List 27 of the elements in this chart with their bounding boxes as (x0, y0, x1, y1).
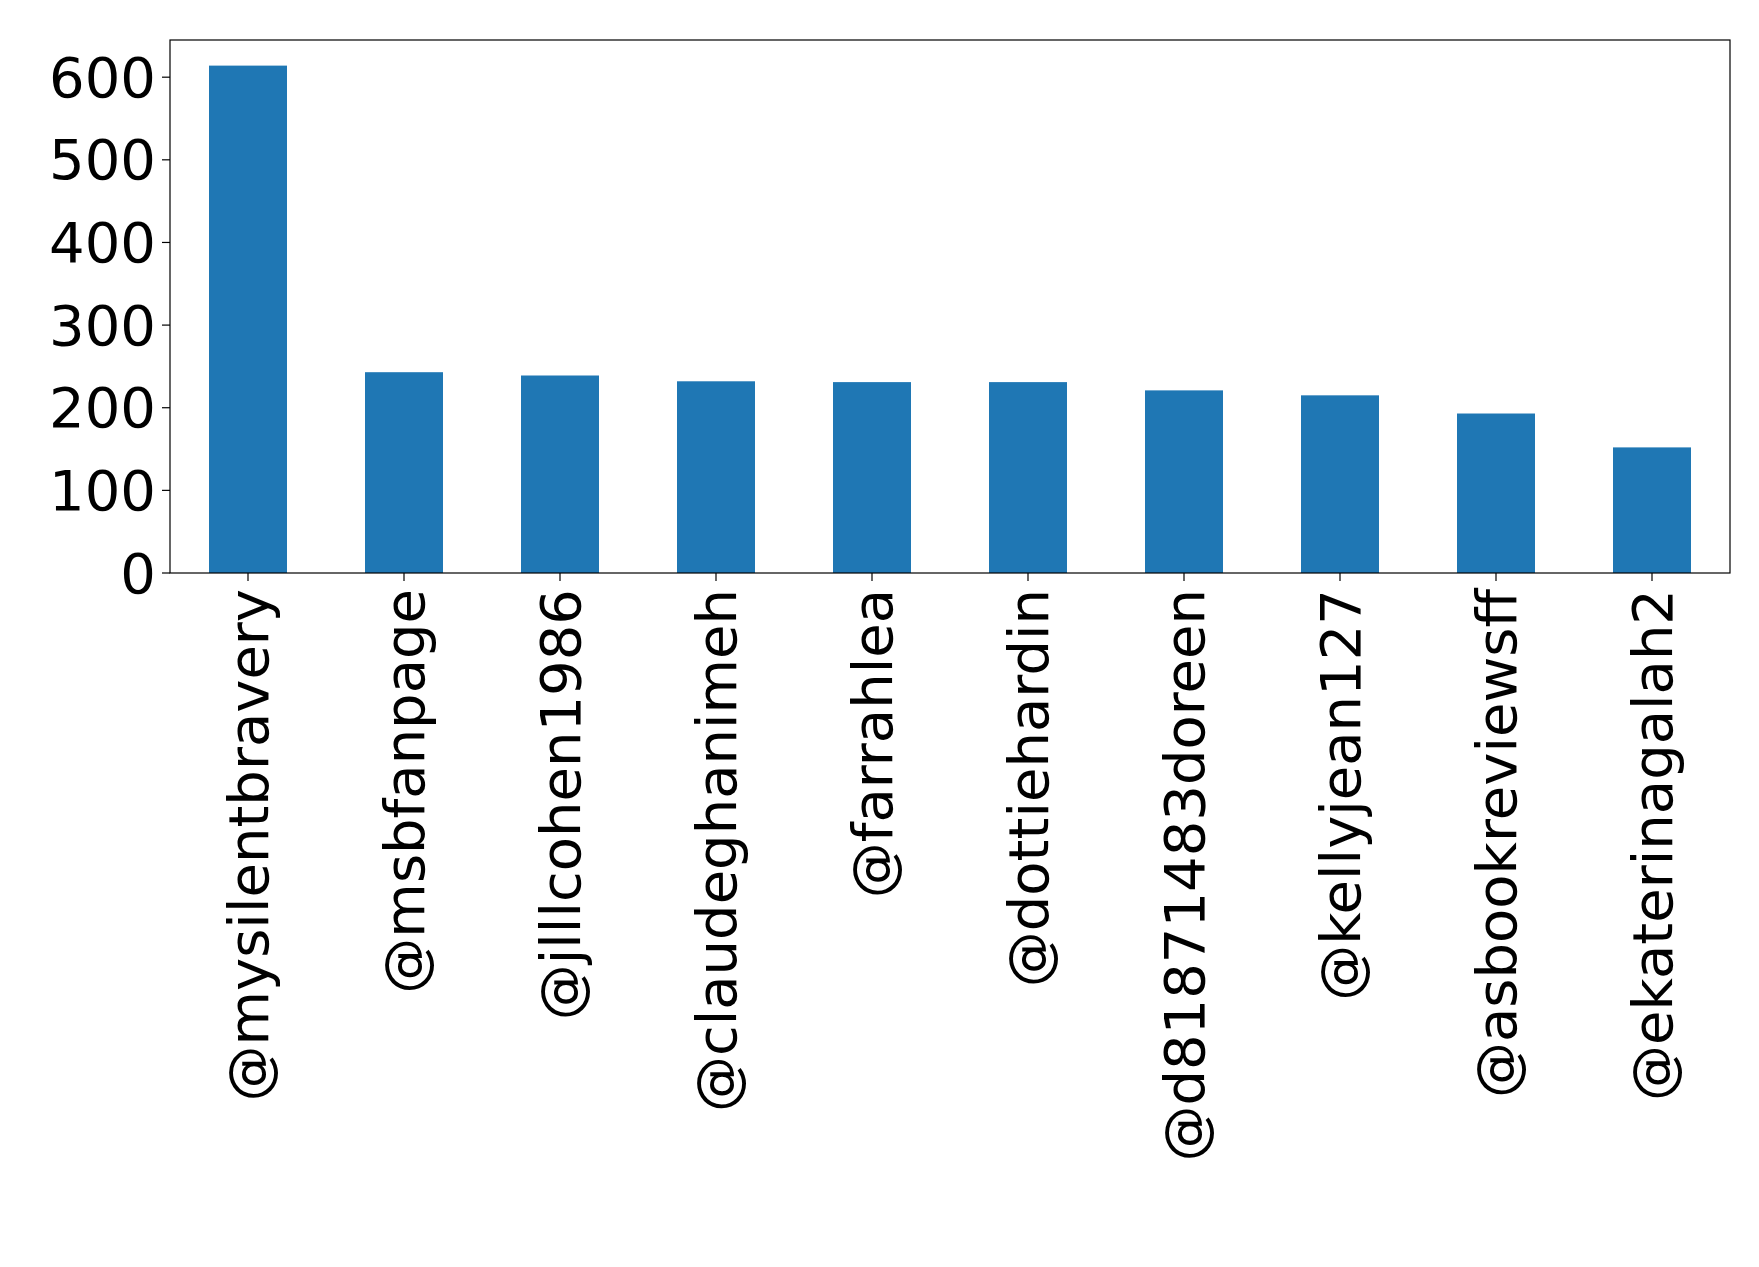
bar (1301, 395, 1379, 573)
bar (1145, 390, 1223, 573)
y-tick-label: 100 (49, 457, 156, 523)
x-tick-label: @d81871483doreen (1151, 589, 1217, 1162)
y-tick-label: 500 (49, 127, 156, 193)
x-tick-label: @claudeghanimeh (683, 589, 749, 1113)
x-tick-label: @kellyjean127 (1307, 589, 1373, 1001)
y-tick-label: 600 (49, 44, 156, 110)
bar (833, 382, 911, 573)
x-tick-label: @ekaterinagalah2 (1619, 589, 1685, 1101)
bar (1457, 413, 1535, 573)
x-tick-label: @msbfanpage (371, 589, 437, 994)
x-tick-label: @mysilentbravery (215, 589, 281, 1102)
y-tick-label: 200 (49, 375, 156, 441)
bar (365, 372, 443, 573)
y-tick-label: 400 (49, 210, 156, 276)
bar (521, 375, 599, 573)
y-tick-label: 300 (49, 292, 156, 358)
bar (989, 382, 1067, 573)
bar (209, 65, 287, 573)
x-tick-label: @dottiehardin (995, 589, 1061, 988)
x-tick-label: @jlllcohen1986 (527, 589, 593, 1021)
x-tick-label: @farrahlea (839, 589, 905, 899)
x-tick-label: @asbookreviewsff (1463, 587, 1529, 1098)
bar (1613, 447, 1691, 573)
bar (677, 381, 755, 573)
y-tick-label: 0 (120, 540, 156, 606)
